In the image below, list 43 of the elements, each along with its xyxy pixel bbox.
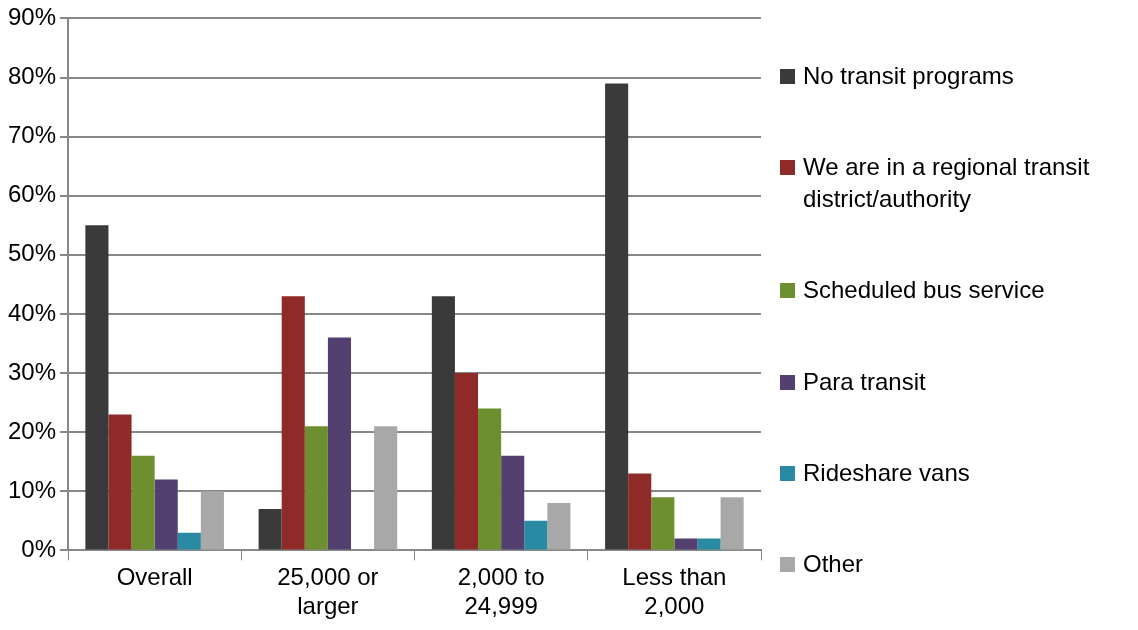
bar bbox=[258, 509, 282, 550]
bar bbox=[374, 426, 398, 550]
bar bbox=[454, 373, 479, 550]
bar bbox=[108, 414, 132, 550]
legend-label: No transit programs bbox=[803, 60, 1014, 91]
bar bbox=[281, 296, 305, 550]
bar bbox=[478, 408, 502, 550]
bar bbox=[177, 532, 201, 550]
legend-label: We are in a regional transit district/authority bbox=[803, 152, 1091, 214]
y-tick-label: 70% bbox=[7, 121, 57, 149]
bar bbox=[697, 538, 721, 550]
x-tick-label: Less than 2,000 bbox=[622, 563, 727, 620]
y-tick-label: 80% bbox=[7, 62, 57, 90]
bar bbox=[501, 455, 525, 550]
y-tick-label: 50% bbox=[7, 239, 57, 267]
y-tick-label: 60% bbox=[7, 180, 57, 208]
y-tick-label: 40% bbox=[7, 298, 57, 326]
bar bbox=[720, 497, 744, 550]
bar bbox=[327, 337, 351, 550]
y-tick-label: 0% bbox=[21, 535, 57, 563]
bar bbox=[200, 491, 224, 550]
y-tick-label: 90% bbox=[7, 3, 57, 31]
x-tick-label: Overall bbox=[116, 563, 193, 591]
bar bbox=[131, 455, 155, 550]
bar bbox=[628, 473, 652, 550]
y-tick-label: 10% bbox=[7, 475, 57, 503]
bar bbox=[651, 497, 675, 550]
x-tick-label: 25,000 or larger bbox=[277, 563, 379, 620]
bar bbox=[605, 83, 629, 550]
legend-label: Other bbox=[803, 549, 864, 580]
legend-label: Scheduled bus service bbox=[803, 275, 1045, 306]
bar bbox=[304, 426, 328, 550]
x-tick-label: 2,000 to 24,999 bbox=[457, 563, 545, 620]
bar bbox=[547, 503, 571, 550]
bar bbox=[524, 520, 548, 550]
bar bbox=[431, 296, 455, 550]
bar bbox=[85, 225, 109, 550]
bar bbox=[154, 479, 178, 550]
bar bbox=[674, 538, 698, 550]
y-tick-label: 20% bbox=[7, 416, 57, 444]
y-tick-label: 30% bbox=[7, 357, 57, 385]
legend-label: Para transit bbox=[803, 366, 926, 397]
legend-label: Rideshare vans bbox=[803, 457, 970, 488]
